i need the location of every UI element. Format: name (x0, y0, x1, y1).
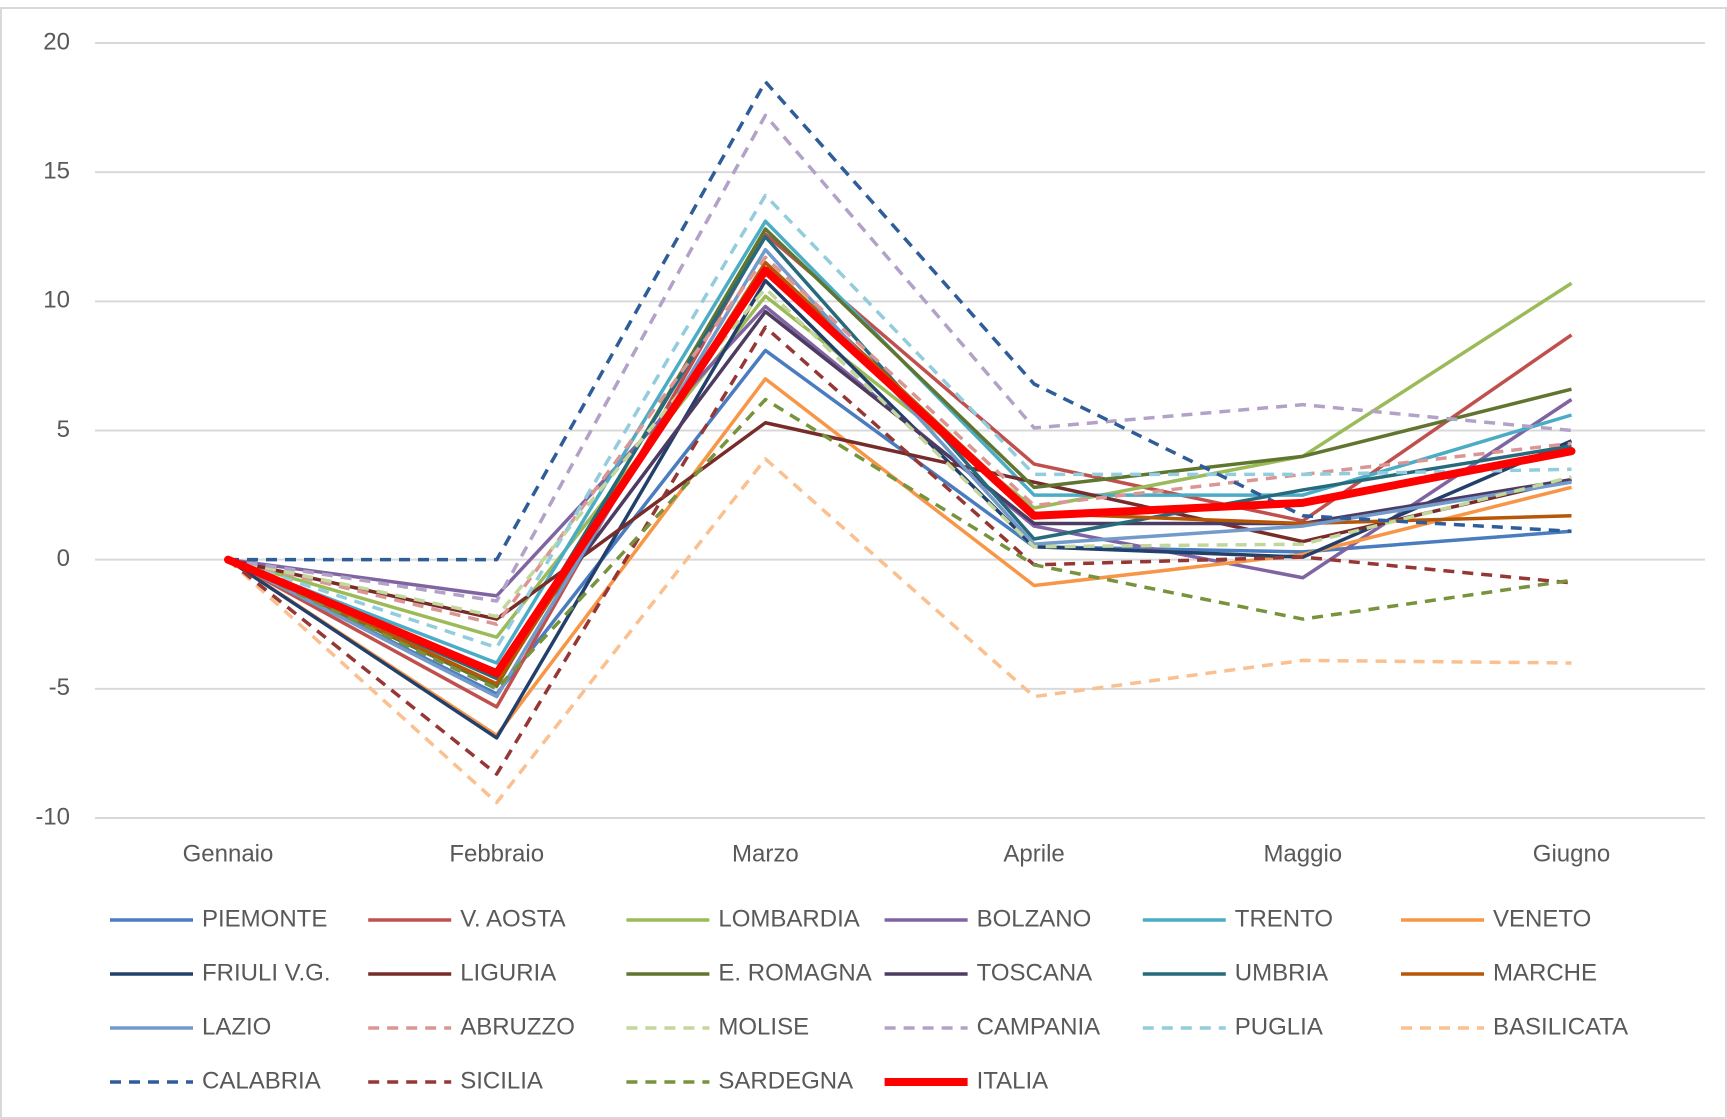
series-line (224, 266, 1576, 678)
series-line (227, 227, 1572, 688)
series-line (227, 193, 1572, 650)
chart-frame (0, 7, 1727, 1119)
series-line (227, 281, 1573, 639)
legend-label: FRIULI V.G. (202, 959, 330, 986)
legend-label: BOLZANO (977, 905, 1092, 932)
x-tick-label: Aprile (1003, 840, 1064, 867)
series-line (226, 457, 1572, 805)
series-line (226, 325, 1572, 776)
y-tick-label: 10 (43, 287, 70, 314)
legend-label: SARDEGNA (718, 1067, 853, 1094)
x-tick-label: Febbraio (449, 840, 544, 867)
y-tick-label: -5 (49, 674, 70, 701)
y-tick-label: 20 (43, 28, 70, 55)
legend-label: TRENTO (1235, 905, 1333, 932)
legend-label: CAMPANIA (977, 1013, 1101, 1040)
y-tick-label: 15 (43, 158, 70, 185)
legend-label: MARCHE (1493, 959, 1597, 986)
legend-label: BASILICATA (1493, 1013, 1628, 1040)
x-tick-label: Gennaio (183, 840, 274, 867)
legend-label: TOSCANA (977, 959, 1093, 986)
legend-label: LAZIO (202, 1013, 271, 1040)
series-line (227, 286, 1572, 619)
legend-label: VENETO (1493, 905, 1591, 932)
series-line (227, 397, 1572, 691)
x-tick-label: Marzo (732, 840, 799, 867)
legend-label: UMBRIA (1235, 959, 1328, 986)
legend-label: MOLISE (718, 1013, 809, 1040)
x-tick-label: Maggio (1263, 840, 1342, 867)
legend-label: E. ROMAGNA (718, 959, 871, 986)
series-line (228, 80, 1572, 562)
series-line (227, 421, 1572, 621)
series-line (227, 113, 1572, 603)
y-tick-label: -10 (35, 803, 70, 830)
series-line (227, 232, 1573, 709)
legend-label: SICILIA (460, 1067, 543, 1094)
series-line (227, 278, 1573, 740)
legend-label: CALABRIA (202, 1067, 321, 1094)
y-tick-label: 0 (57, 545, 70, 572)
legend-label: ITALIA (977, 1067, 1049, 1094)
legend-label: PIEMONTE (202, 905, 327, 932)
legend-label: V. AOSTA (460, 905, 565, 932)
legend-label: LIGURIA (460, 959, 556, 986)
legend-label: ABRUZZO (460, 1013, 575, 1040)
y-tick-label: 5 (57, 416, 70, 443)
legend-label: LOMBARDIA (718, 905, 859, 932)
x-tick-label: Giugno (1533, 840, 1610, 867)
series-line (227, 377, 1572, 738)
series-line (227, 255, 1572, 626)
legend-label: PUGLIA (1235, 1013, 1323, 1040)
